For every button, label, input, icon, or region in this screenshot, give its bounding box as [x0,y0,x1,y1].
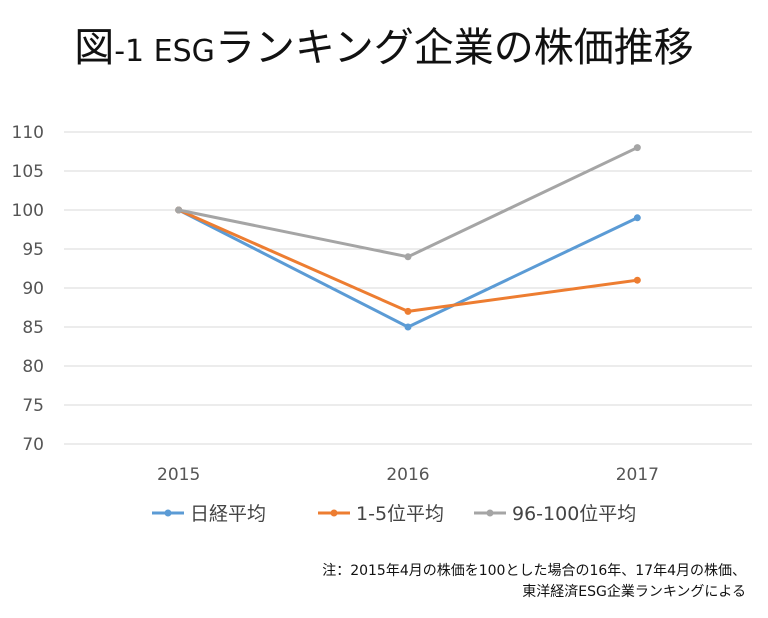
x-tick-label-2015: 2015 [157,465,200,485]
legend-label-0: 日経平均 [190,503,266,525]
data-point-s2-2015 [175,206,183,214]
y-tick-label-75: 75 [22,396,44,416]
y-tick-label-100: 100 [12,201,44,221]
data-point-s0-2017 [633,214,641,222]
x-tick-label-2016: 2016 [386,465,429,485]
legend-label-2: 96-100位平均 [512,503,636,525]
data-point-s1-2016 [404,307,412,315]
note-line-2: 東洋経済ESG企業ランキングによる [522,584,746,600]
data-point-s0-2016 [404,323,412,331]
title-number: -1 ESG [114,34,215,69]
y-tick-label-95: 95 [22,240,44,260]
data-point-s2-2016 [404,253,412,261]
data-point-s1-2017 [633,276,641,284]
y-tick-label-105: 105 [12,162,44,182]
legend-label-1: 1-5位平均 [356,503,444,525]
x-tick-label-2017: 2017 [616,465,659,485]
title-prefix: 図 [74,25,115,71]
note-line-1: 注：2015年4月の株価を100とした場合の16年、17年4月の株価、 [322,563,746,579]
chart-note: 注：2015年4月の株価を100とした場合の16年、17年4月の株価、 東洋経済… [322,561,746,603]
y-tick-label-110: 110 [12,123,44,143]
y-tick-label-90: 90 [22,279,44,299]
y-tick-label-80: 80 [22,357,44,377]
chart-title: 図-1 ESGランキング企業の株価推移 [0,20,768,80]
title-rest: ランキング企業の株価推移 [214,25,694,71]
data-point-s2-2017 [633,144,641,152]
legend-marker-0 [164,509,172,517]
legend-marker-1 [330,509,338,517]
legend-marker-2 [486,509,494,517]
y-tick-label-70: 70 [22,435,44,455]
y-tick-label-85: 85 [22,318,44,338]
